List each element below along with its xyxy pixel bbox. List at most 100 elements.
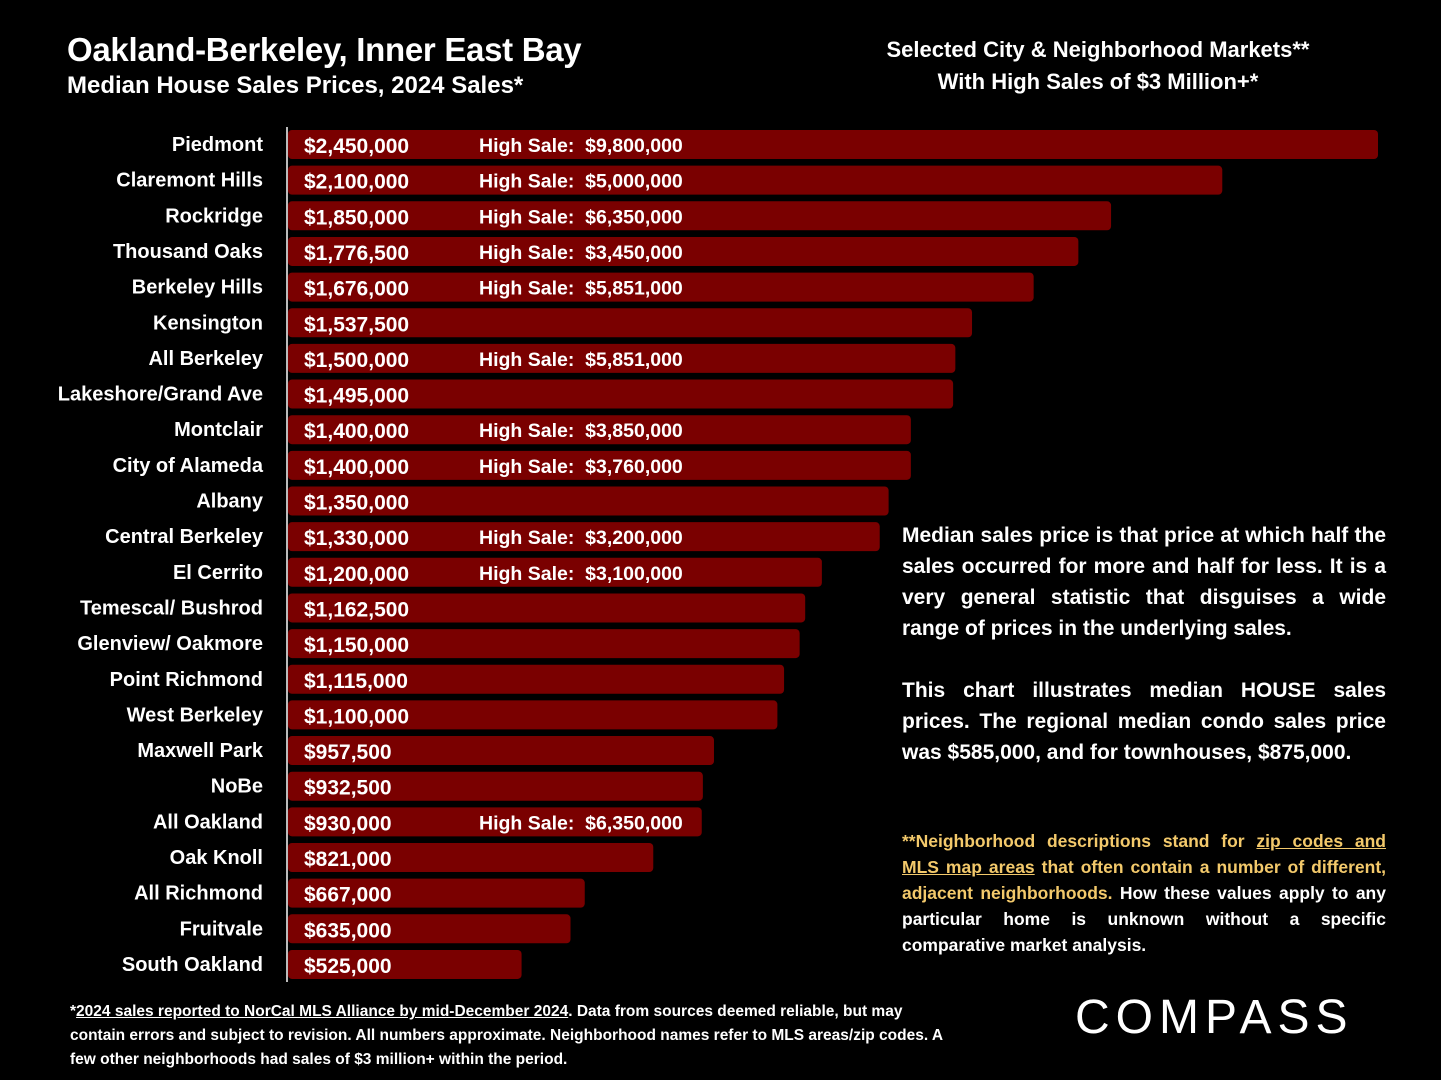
bar (288, 415, 911, 445)
value-label: $1,350,000 (304, 492, 409, 515)
value-label: $1,100,000 (304, 705, 409, 728)
bar (288, 308, 973, 338)
high-sale-label: High Sale: $6,350,000 (479, 812, 683, 834)
category-label: Piedmont (172, 134, 263, 156)
footnote: *2024 sales reported to NorCal MLS Allia… (70, 1000, 956, 1072)
bar (288, 914, 571, 944)
category-label: All Richmond (134, 883, 263, 905)
category-label: Oak Knoll (170, 847, 263, 869)
bar (288, 236, 1079, 266)
high-sale-label: High Sale: $3,760,000 (479, 456, 683, 478)
chart-title-block: Oakland-Berkeley, Inner East Bay Median … (67, 30, 582, 102)
bar (288, 201, 1112, 231)
value-label: $1,495,000 (304, 385, 409, 408)
footnote-source-link[interactable]: 2024 sales reported to NorCal MLS Allian… (76, 1003, 569, 1020)
category-label: South Oakland (122, 954, 263, 976)
bar (288, 522, 880, 552)
high-sale-label: High Sale: $6,350,000 (479, 206, 683, 228)
bar (288, 272, 1034, 302)
value-label: $1,676,000 (304, 278, 409, 301)
value-label: $932,500 (304, 777, 392, 800)
category-label: Temescal/ Bushrod (80, 597, 263, 619)
bar (288, 593, 806, 623)
footnote-star: * (70, 1003, 77, 1020)
category-label: El Cerrito (173, 562, 263, 584)
note-tail: How these values apply to any particular… (902, 883, 1386, 955)
value-label: $1,162,500 (304, 598, 409, 621)
high-sale-label: High Sale: $3,850,000 (479, 420, 683, 442)
chart-title: Oakland-Berkeley, Inner East Bay (67, 31, 582, 68)
chart-axis-line (286, 127, 288, 982)
bar (288, 736, 714, 766)
value-label: $1,537,500 (304, 313, 409, 336)
value-label: $1,776,500 (304, 242, 409, 265)
value-label: $1,400,000 (304, 420, 409, 443)
bar (288, 629, 800, 659)
value-label: $525,000 (304, 955, 392, 978)
high-sale-label: High Sale: $5,851,000 (479, 349, 683, 371)
value-label: $1,330,000 (304, 527, 409, 550)
category-label: NoBe (211, 776, 263, 798)
note-gold-c: that often contain a number of different… (902, 857, 1387, 903)
category-label: City of Alameda (113, 455, 264, 477)
category-label: West Berkeley (127, 704, 264, 726)
value-label: $667,000 (304, 884, 392, 907)
bar (288, 165, 1223, 195)
markets-heading: Selected City & Neighborhood Markets** W… (838, 34, 1358, 98)
bar (288, 843, 654, 872)
bar (288, 343, 956, 373)
footnote-rest: . Data from sources deemed reliable, but… (70, 1003, 943, 1068)
high-sale-label: High Sale: $3,200,000 (479, 527, 683, 549)
bar (288, 771, 703, 801)
chart-subtitle: Median House Sales Prices, 2024 Sales* (67, 72, 524, 99)
value-label: $2,450,000 (304, 135, 409, 158)
note-paragraph-1: Median sales price is that price at whic… (902, 524, 1386, 640)
bar (288, 664, 785, 694)
high-sale-label: High Sale: $3,450,000 (479, 242, 683, 264)
bar (288, 130, 1378, 159)
neighborhood-note: **Neighborhood descriptions stand for zi… (902, 828, 1386, 958)
value-label: $635,000 (304, 919, 392, 942)
bar (288, 700, 778, 730)
category-label: Central Berkeley (105, 526, 264, 548)
high-sale-label: High Sale: $9,800,000 (479, 135, 683, 157)
bar (288, 557, 822, 587)
value-label: $2,100,000 (304, 171, 409, 194)
category-label: Glenview/ Oakmore (77, 633, 263, 655)
value-label: $957,500 (304, 741, 392, 764)
bar (288, 450, 911, 480)
value-label: $821,000 (304, 848, 392, 871)
category-label: Kensington (153, 312, 263, 334)
category-label: Maxwell Park (137, 740, 264, 762)
bar (288, 379, 954, 409)
category-label: Rockridge (165, 205, 263, 227)
category-label: All Oakland (153, 811, 263, 833)
bar (288, 486, 889, 516)
bar (288, 949, 522, 979)
value-label: $930,000 (304, 812, 392, 835)
high-sale-label: High Sale: $3,100,000 (479, 563, 683, 585)
value-label: $1,115,000 (304, 670, 408, 693)
high-sale-label: High Sale: $5,851,000 (479, 278, 683, 300)
category-label: Lakeshore/Grand Ave (58, 384, 263, 406)
category-label: All Berkeley (148, 348, 263, 370)
value-label: $1,200,000 (304, 563, 409, 586)
high-sale-label: High Sale: $5,000,000 (479, 171, 683, 193)
category-label: Point Richmond (110, 669, 263, 691)
value-label: $1,850,000 (304, 206, 409, 229)
compass-logo: COMPASS (1075, 991, 1354, 1044)
markets-heading-line1: Selected City & Neighborhood Markets** (886, 37, 1310, 62)
value-label: $1,150,000 (304, 634, 409, 657)
value-label: $1,400,000 (304, 456, 409, 479)
value-label: $1,500,000 (304, 349, 409, 372)
category-label: Albany (196, 491, 264, 513)
category-label: Fruitvale (180, 918, 263, 940)
bar (288, 807, 702, 837)
bar-chart: Piedmont $2,450,000 High Sale: $9,800,000 C… (58, 130, 1378, 979)
zip-codes-link[interactable]: zip codes and MLS map areas (902, 831, 1387, 877)
explanation-note: Median sales price is that price at whic… (902, 520, 1386, 768)
note-gold-a: **Neighborhood descriptions stand for (902, 831, 1257, 851)
category-label: Thousand Oaks (113, 241, 263, 263)
category-label: Berkeley Hills (132, 277, 263, 299)
markets-heading-line2: With High Sales of $3 Million+* (937, 69, 1259, 94)
